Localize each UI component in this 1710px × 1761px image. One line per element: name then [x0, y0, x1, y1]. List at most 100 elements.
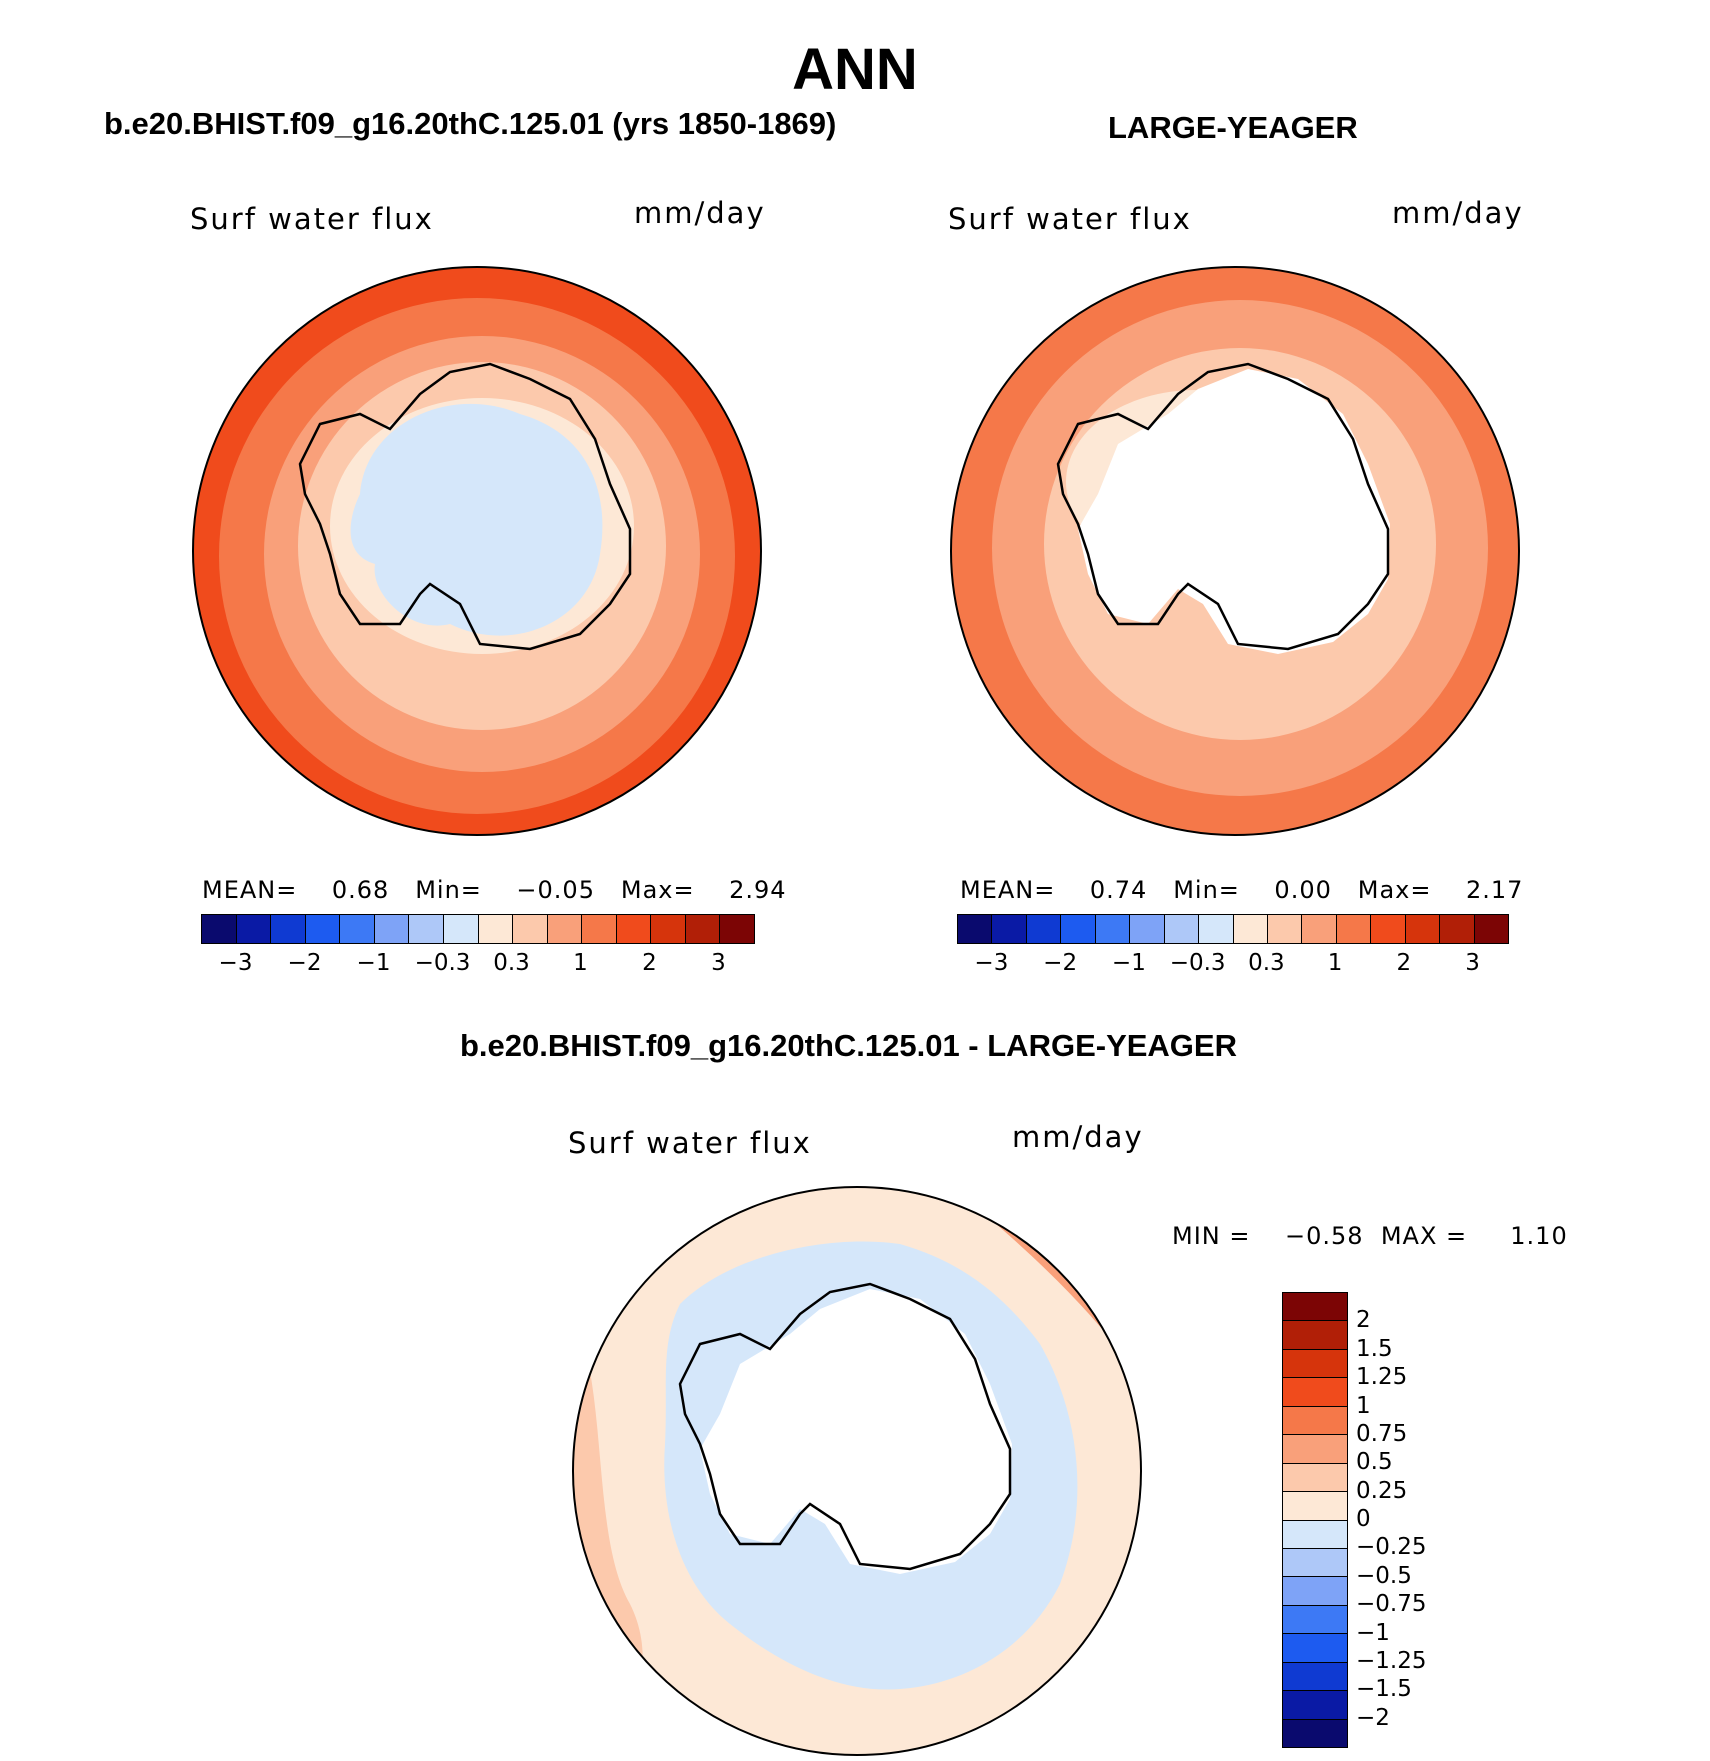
colorbar-tick-label: 1	[1356, 1392, 1371, 1419]
colorbar-cell	[958, 915, 993, 943]
colorbar-cell	[1371, 915, 1406, 943]
left-min-label: Min=	[415, 876, 482, 904]
colorbar-cell	[547, 915, 583, 943]
diff-minmax: MIN = −0.58 MAX = 1.10	[1172, 1222, 1568, 1250]
right-map-boundary	[950, 266, 1520, 836]
colorbar-tick-label: 0.25	[1356, 1477, 1408, 1504]
colorbar-tick-label: 1.5	[1356, 1335, 1393, 1362]
left-map-boundary	[192, 266, 762, 836]
colorbar-cell	[236, 915, 272, 943]
right-antarctica-coastline	[1056, 362, 1390, 651]
colorbar-tick-label: 1	[573, 950, 588, 976]
colorbar-cell	[1283, 1548, 1347, 1578]
right-max-value: 2.17	[1466, 876, 1524, 904]
colorbar-cell	[443, 915, 479, 943]
colorbar-tick-label: 2	[642, 950, 657, 976]
colorbar-tick-label: 0.3	[493, 950, 530, 976]
right-polar-map	[950, 266, 1520, 836]
colorbar-cell	[1336, 915, 1372, 943]
colorbar-cell	[513, 915, 548, 943]
colorbar-tick-label: 3	[1465, 950, 1480, 976]
colorbar-cell	[1061, 915, 1096, 943]
left-map-layer-ice	[350, 403, 603, 636]
colorbar-tick-label: −2	[1043, 950, 1078, 976]
colorbar-cell	[1199, 915, 1234, 943]
right-map-land	[1078, 369, 1390, 654]
right-panel-title: LARGE-YEAGER	[1108, 110, 1358, 145]
right-stats: MEAN= 0.74 Min= 0.00 Max= 2.17	[960, 876, 1523, 904]
colorbar-cell	[1405, 915, 1441, 943]
colorbar-tick-label: 0	[1356, 1506, 1371, 1532]
colorbar-cell	[1283, 1520, 1347, 1549]
right-min-value: 0.00	[1274, 876, 1332, 904]
colorbar-tick-label: 2	[1396, 950, 1412, 976]
right-mean-value: 0.74	[1089, 876, 1148, 904]
colorbar-tick-label: −1.25	[1356, 1647, 1427, 1674]
left-antarctica-coastline	[298, 362, 632, 651]
colorbar-cell	[1283, 1719, 1347, 1747]
left-mean-value: 0.68	[331, 876, 390, 904]
diff-units-label: mm/day	[1012, 1120, 1144, 1154]
colorbar-tick-label: −0.5	[1356, 1562, 1412, 1589]
colorbar-tick-label: −0.3	[414, 950, 471, 976]
colorbar-tick-label: −3	[218, 950, 253, 976]
colorbar-cell	[1283, 1463, 1347, 1493]
colorbar-tick-label: −3	[974, 950, 1009, 976]
left-min-value: −0.05	[516, 876, 595, 904]
colorbar-cell	[1283, 1492, 1347, 1521]
colorbar-tick-label: −1	[356, 950, 391, 976]
diff-map-boundary	[572, 1186, 1142, 1756]
colorbar-tick-label: 3	[711, 950, 726, 976]
diff-max-label: MAX =	[1380, 1222, 1468, 1250]
right-units-label: mm/day	[1392, 196, 1524, 230]
colorbar-tick-label: −0.3	[1169, 950, 1226, 976]
colorbar-cell	[1283, 1577, 1347, 1606]
colorbar-cell	[409, 915, 444, 943]
colorbar-tick-label: −1	[1111, 950, 1146, 976]
colorbar-cell	[271, 915, 306, 943]
right-mean-label: MEAN=	[960, 876, 1056, 904]
diff-map-land	[700, 1289, 1012, 1574]
colorbar-cell	[340, 915, 375, 943]
diff-colorbar	[1282, 1292, 1348, 1748]
colorbar-tick-label: 1.25	[1356, 1364, 1408, 1391]
colorbar-cell	[1164, 915, 1200, 943]
colorbar-tick-label: 2	[1356, 1307, 1371, 1334]
left-variable-label: Surf water flux	[190, 202, 434, 236]
colorbar-tick-label: −1.5	[1356, 1676, 1412, 1703]
colorbar-cell	[374, 915, 410, 943]
colorbar-tick-label: 0.5	[1356, 1449, 1393, 1476]
colorbar-cell	[478, 915, 514, 943]
diff-max-value: 1.10	[1510, 1222, 1568, 1250]
colorbar-cell	[1283, 1605, 1347, 1635]
colorbar-tick-label: −0.75	[1356, 1591, 1427, 1618]
colorbar-cell	[1283, 1662, 1347, 1692]
left-stats: MEAN= 0.68 Min= −0.05 Max= 2.94	[202, 876, 787, 904]
colorbar-cell	[1283, 1378, 1347, 1407]
figure-title: ANN	[792, 37, 918, 102]
left-max-label: Max=	[620, 876, 695, 904]
diff-variable-label: Surf water flux	[568, 1126, 812, 1160]
colorbar-cell	[1283, 1321, 1347, 1350]
colorbar-tick-label: 0.3	[1248, 950, 1285, 976]
diff-antarctica-coastline	[678, 1282, 1012, 1571]
left-colorbar	[201, 914, 755, 944]
left-panel-title: b.e20.BHIST.f09_g16.20thC.125.01 (yrs 18…	[104, 106, 837, 141]
colorbar-cell	[1302, 915, 1337, 943]
colorbar-cell	[720, 915, 754, 943]
colorbar-cell	[1283, 1349, 1347, 1379]
diff-min-value: −0.58	[1285, 1222, 1364, 1250]
colorbar-cell	[1283, 1406, 1347, 1436]
right-variable-label: Surf water flux	[948, 202, 1192, 236]
colorbar-cell	[651, 915, 686, 943]
colorbar-cell	[202, 915, 237, 943]
colorbar-cell	[1130, 915, 1165, 943]
diff-min-label: MIN =	[1172, 1222, 1251, 1250]
left-polar-map	[192, 266, 762, 836]
colorbar-tick-label: −0.25	[1356, 1534, 1427, 1561]
colorbar-cell	[582, 915, 617, 943]
colorbar-tick-label: 0.75	[1356, 1420, 1408, 1447]
colorbar-tick-label: −2	[287, 950, 322, 976]
colorbar-cell	[1440, 915, 1475, 943]
colorbar-cell	[616, 915, 652, 943]
